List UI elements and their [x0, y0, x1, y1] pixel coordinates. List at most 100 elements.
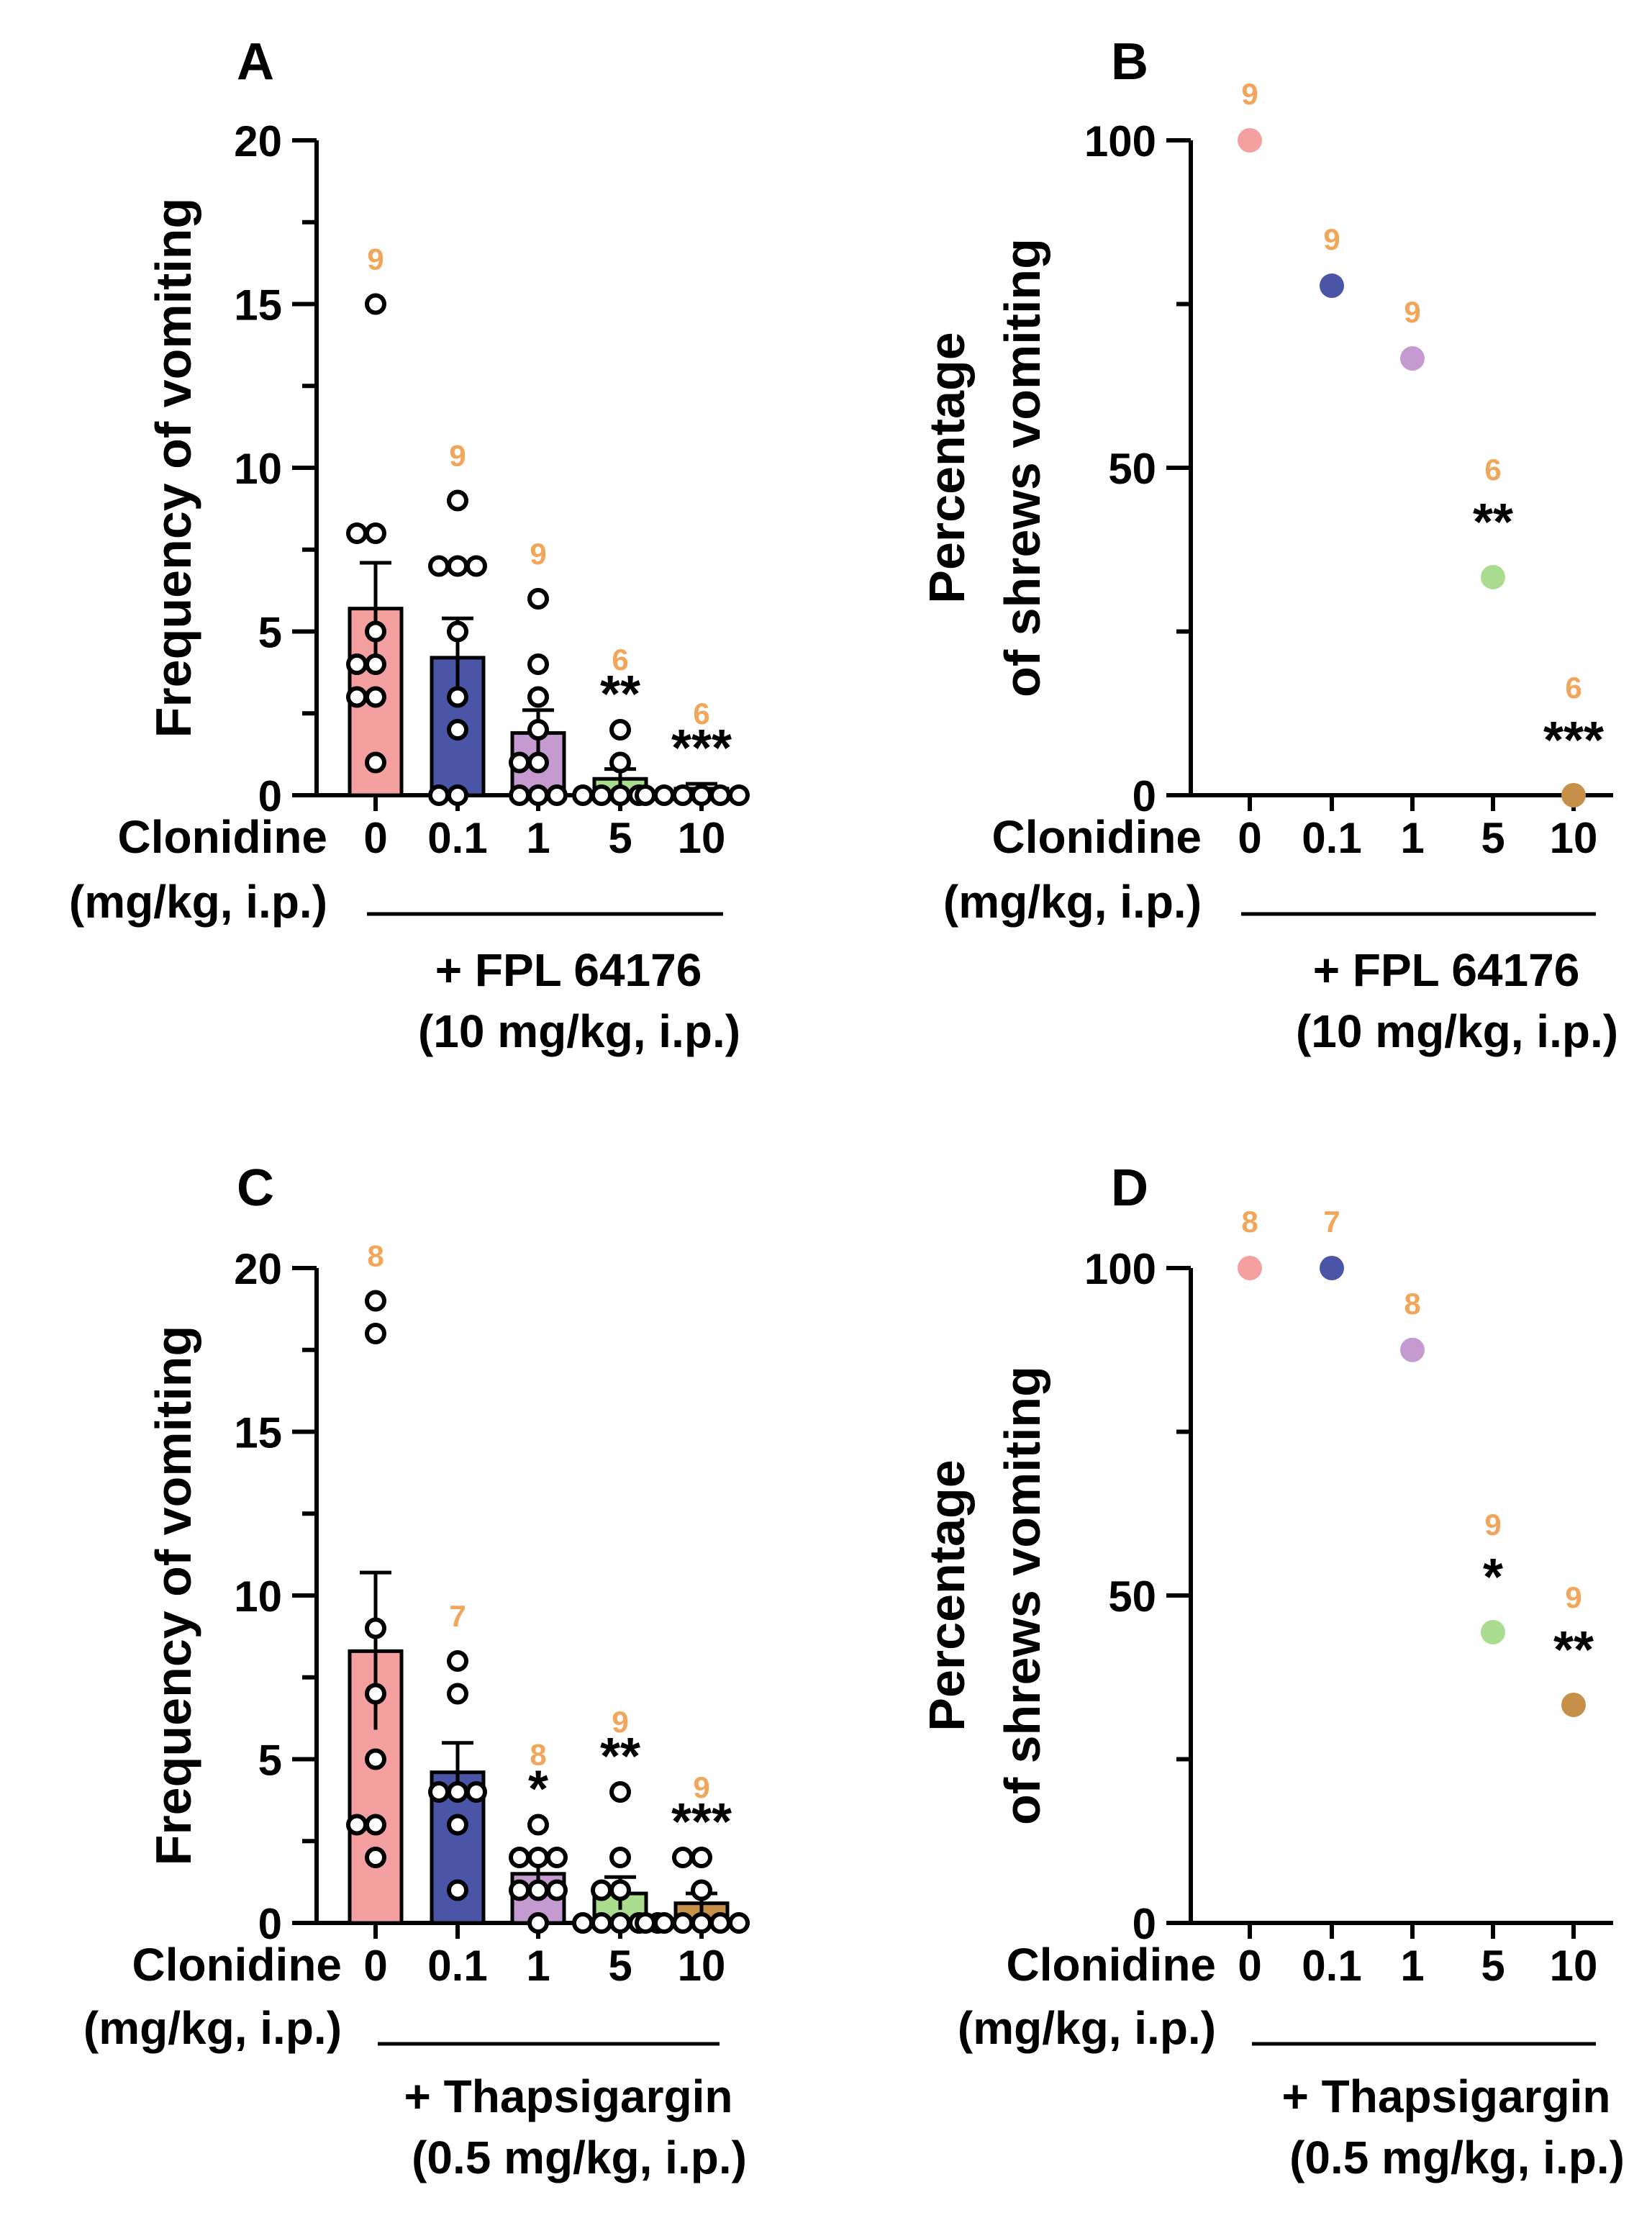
n-label-d: 9 — [1565, 1580, 1581, 1614]
data-point-c — [365, 1617, 386, 1639]
data-point-c — [365, 1323, 386, 1344]
data-point-c — [546, 1847, 568, 1868]
data-point-c — [672, 1912, 694, 1934]
data-point-b — [1320, 273, 1344, 299]
n-label-d: 7 — [1323, 1205, 1340, 1239]
n-label-d: 8 — [1404, 1287, 1420, 1321]
data-point-d — [1561, 1692, 1586, 1717]
data-point-a — [635, 784, 656, 806]
y-axis-label-line2-d: of shrews vomiting — [994, 1366, 1050, 1825]
data-point-d — [1481, 1619, 1505, 1644]
data-point-a — [428, 555, 450, 577]
data-point-c — [447, 1814, 468, 1836]
data-point-a — [546, 784, 568, 806]
n-label-b: 9 — [1404, 295, 1420, 329]
n-label-b: 9 — [1241, 77, 1258, 111]
n-label-a: 9 — [367, 243, 384, 276]
data-point-a — [447, 784, 468, 806]
n-label-b: 6 — [1565, 671, 1581, 705]
x-tick-label-d: 0 — [1238, 1942, 1261, 1990]
y-tick-label-b: 50 — [1108, 445, 1156, 493]
data-point-c — [346, 1814, 368, 1836]
n-label-a: 9 — [449, 439, 466, 473]
significance-marker-c: *** — [671, 1793, 732, 1851]
data-point-b — [1561, 783, 1586, 807]
data-point-a — [346, 686, 368, 708]
treatment-label-c: + Thapsigargin — [404, 2070, 733, 2122]
x-tick-label-a: 0.1 — [427, 814, 487, 862]
x-axis-title-b: Clonidine — [991, 811, 1202, 863]
x-axis-units-b: (mg/kg, i.p.) — [943, 876, 1202, 928]
data-point-b — [1400, 346, 1425, 371]
x-tick-label-a: 0 — [363, 814, 387, 862]
x-tick-label-c: 10 — [678, 1942, 726, 1990]
data-point-a — [527, 751, 549, 774]
x-axis-units-a: (mg/kg, i.p.) — [69, 876, 327, 928]
data-point-c — [365, 1748, 386, 1770]
x-tick-label-c: 0 — [363, 1942, 387, 1990]
x-tick-label-c: 5 — [608, 1942, 632, 1990]
treatment-label-a: + FPL 64176 — [435, 944, 702, 996]
n-label-a: 9 — [530, 537, 546, 571]
data-point-c — [447, 1650, 468, 1672]
x-axis-title-a: Clonidine — [117, 811, 327, 863]
y-axis-label-line1-b: Percentage — [919, 332, 975, 603]
data-point-c — [691, 1847, 712, 1868]
data-point-c — [365, 1847, 386, 1868]
x-tick-label-b: 0 — [1238, 814, 1261, 862]
data-point-a — [365, 686, 386, 708]
data-point-a — [447, 686, 468, 708]
x-tick-label-b: 5 — [1481, 814, 1504, 862]
data-point-d — [1238, 1256, 1262, 1280]
data-point-c — [609, 1847, 631, 1868]
data-point-d — [1320, 1256, 1344, 1280]
data-point-c — [509, 1879, 530, 1901]
data-point-a — [572, 784, 594, 806]
data-point-a — [346, 522, 368, 544]
treatment-label-b: + FPL 64176 — [1313, 944, 1580, 996]
n-label-c: 7 — [449, 1599, 466, 1633]
data-point-c — [509, 1847, 530, 1868]
data-point-a — [527, 719, 549, 741]
data-point-c — [591, 1879, 612, 1901]
x-tick-label-d: 5 — [1481, 1942, 1504, 1990]
x-tick-label-a: 5 — [608, 814, 632, 862]
data-point-a — [447, 719, 468, 741]
y-axis-label-line1-d: Percentage — [919, 1459, 975, 1731]
y-tick-label-d: 50 — [1108, 1572, 1156, 1621]
data-point-a — [672, 784, 694, 806]
x-tick-label-d: 10 — [1550, 1942, 1598, 1990]
data-point-a — [509, 751, 530, 774]
data-point-a — [447, 489, 468, 512]
significance-marker-d: ** — [1553, 1621, 1594, 1679]
n-label-d: 9 — [1484, 1508, 1501, 1542]
x-tick-label-a: 10 — [678, 814, 726, 862]
significance-marker-c: ** — [600, 1728, 640, 1785]
n-label-c: 9 — [693, 1770, 709, 1804]
y-tick-label-c: 10 — [234, 1572, 282, 1621]
y-tick-label-b: 100 — [1084, 117, 1156, 166]
significance-marker-c: * — [528, 1761, 548, 1819]
data-point-a — [527, 653, 549, 675]
x-axis-units-d: (mg/kg, i.p.) — [958, 2002, 1216, 2054]
y-tick-label-c: 5 — [258, 1737, 282, 1785]
x-tick-label-d: 1 — [1400, 1942, 1424, 1990]
panel-label-d: D — [1111, 1159, 1148, 1217]
y-tick-label-a: 0 — [258, 772, 282, 820]
data-point-c — [527, 1879, 549, 1901]
y-tick-label-a: 10 — [234, 445, 282, 493]
data-point-c — [365, 1290, 386, 1312]
data-point-c — [527, 1847, 549, 1868]
data-point-a — [653, 784, 675, 806]
data-point-c — [447, 1781, 468, 1803]
data-point-a — [509, 784, 530, 806]
y-axis-label-a: Frequency of vomiting — [145, 198, 201, 738]
data-point-a — [728, 784, 750, 806]
treatment-dose-label-d: (0.5 mg/kg, i.p.) — [1289, 2132, 1625, 2183]
data-point-c — [428, 1781, 450, 1803]
data-point-c — [728, 1912, 750, 1934]
data-point-a — [527, 784, 549, 806]
x-tick-label-b: 0.1 — [1302, 814, 1361, 862]
y-tick-label-b: 0 — [1133, 772, 1156, 820]
